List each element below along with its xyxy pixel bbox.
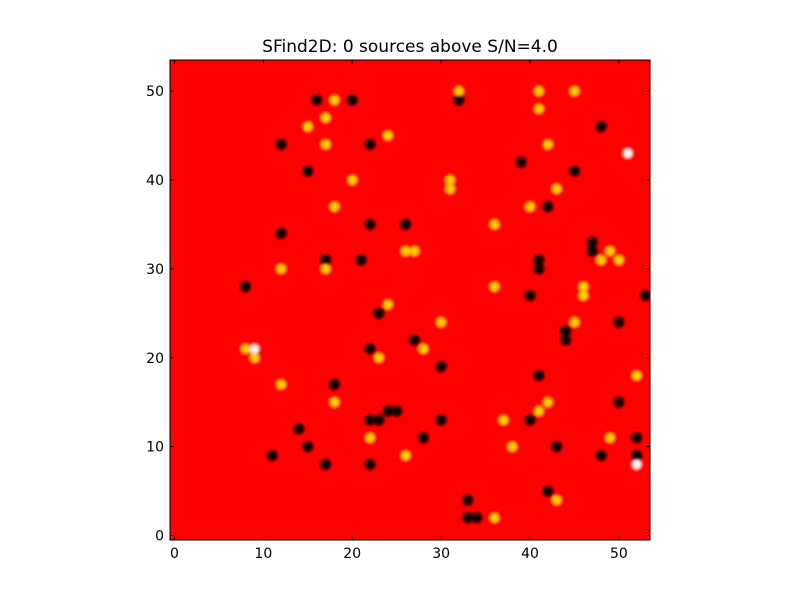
spot <box>291 421 307 437</box>
spot <box>273 136 289 152</box>
x-tick-label: 0 <box>170 546 179 562</box>
x-tick-label: 40 <box>521 546 539 562</box>
spot <box>495 412 511 428</box>
spot <box>486 216 503 232</box>
spot <box>593 119 609 135</box>
spot <box>380 296 396 313</box>
y-tick-label: 0 <box>155 529 164 545</box>
plot-frame <box>169 59 651 541</box>
spot <box>362 216 378 232</box>
y-tick-label: 30 <box>146 262 164 278</box>
spot <box>273 225 289 241</box>
spot <box>620 145 636 161</box>
spot <box>398 448 414 464</box>
spot <box>611 394 627 410</box>
spot <box>273 376 289 393</box>
spot <box>238 279 254 295</box>
x-tick-label: 20 <box>343 546 361 562</box>
spot <box>415 430 431 446</box>
spot <box>469 510 485 526</box>
y-tick-label: 50 <box>146 84 164 100</box>
spot <box>629 368 645 384</box>
spot <box>486 279 503 295</box>
spot <box>460 492 476 508</box>
spot <box>531 368 547 384</box>
spot <box>549 181 565 197</box>
spot <box>486 510 503 526</box>
spot <box>451 83 467 99</box>
spot <box>522 288 538 304</box>
spot <box>433 359 449 375</box>
spot <box>300 439 316 455</box>
spot <box>362 136 378 152</box>
spot <box>566 83 582 99</box>
spot <box>415 341 431 357</box>
spot <box>309 92 325 108</box>
spot <box>566 163 582 179</box>
spot <box>380 128 396 144</box>
spot <box>326 92 343 108</box>
spot <box>300 163 316 179</box>
spot <box>531 83 547 99</box>
spot <box>602 430 618 446</box>
spot <box>326 199 343 215</box>
spot <box>522 199 538 215</box>
spot <box>318 456 334 473</box>
spot <box>353 252 369 268</box>
spot <box>513 154 529 170</box>
chart-title: SFind2D: 0 sources above S/N=4.0 <box>262 37 558 57</box>
y-tick-label: 40 <box>146 173 164 189</box>
spot <box>611 252 627 268</box>
spot <box>504 439 520 455</box>
spot <box>273 261 289 277</box>
spot <box>318 261 334 277</box>
spot <box>531 261 547 277</box>
spot <box>406 243 423 259</box>
spot <box>318 136 334 152</box>
spot <box>246 341 262 357</box>
spot <box>326 394 343 410</box>
spot <box>300 119 316 135</box>
spot <box>549 439 565 455</box>
spot <box>326 376 343 393</box>
spot <box>531 403 547 419</box>
spot <box>540 136 556 152</box>
spot <box>566 314 582 330</box>
spot <box>362 456 378 473</box>
spot <box>318 110 334 126</box>
spot <box>611 314 627 330</box>
spot <box>371 350 387 366</box>
y-tick-label: 10 <box>146 440 164 456</box>
x-tick-label: 10 <box>254 546 272 562</box>
spot <box>389 403 405 419</box>
spot <box>264 448 280 464</box>
spot <box>433 412 449 428</box>
spot <box>433 314 449 330</box>
spot <box>593 448 609 464</box>
spot <box>593 252 609 268</box>
spot <box>398 216 414 232</box>
spot <box>362 430 378 446</box>
spots <box>238 83 650 526</box>
spot <box>638 288 650 304</box>
spot <box>558 332 574 348</box>
y-tick-label: 20 <box>146 351 164 367</box>
spot <box>531 101 547 117</box>
x-tick-label: 50 <box>610 546 628 562</box>
spot <box>344 92 360 108</box>
spot <box>629 430 645 446</box>
spot <box>575 279 591 295</box>
spot <box>540 199 556 215</box>
x-tick-label: 30 <box>432 546 450 562</box>
spot <box>442 181 458 197</box>
spot <box>344 172 360 188</box>
spot <box>549 492 565 508</box>
spot <box>629 456 645 473</box>
